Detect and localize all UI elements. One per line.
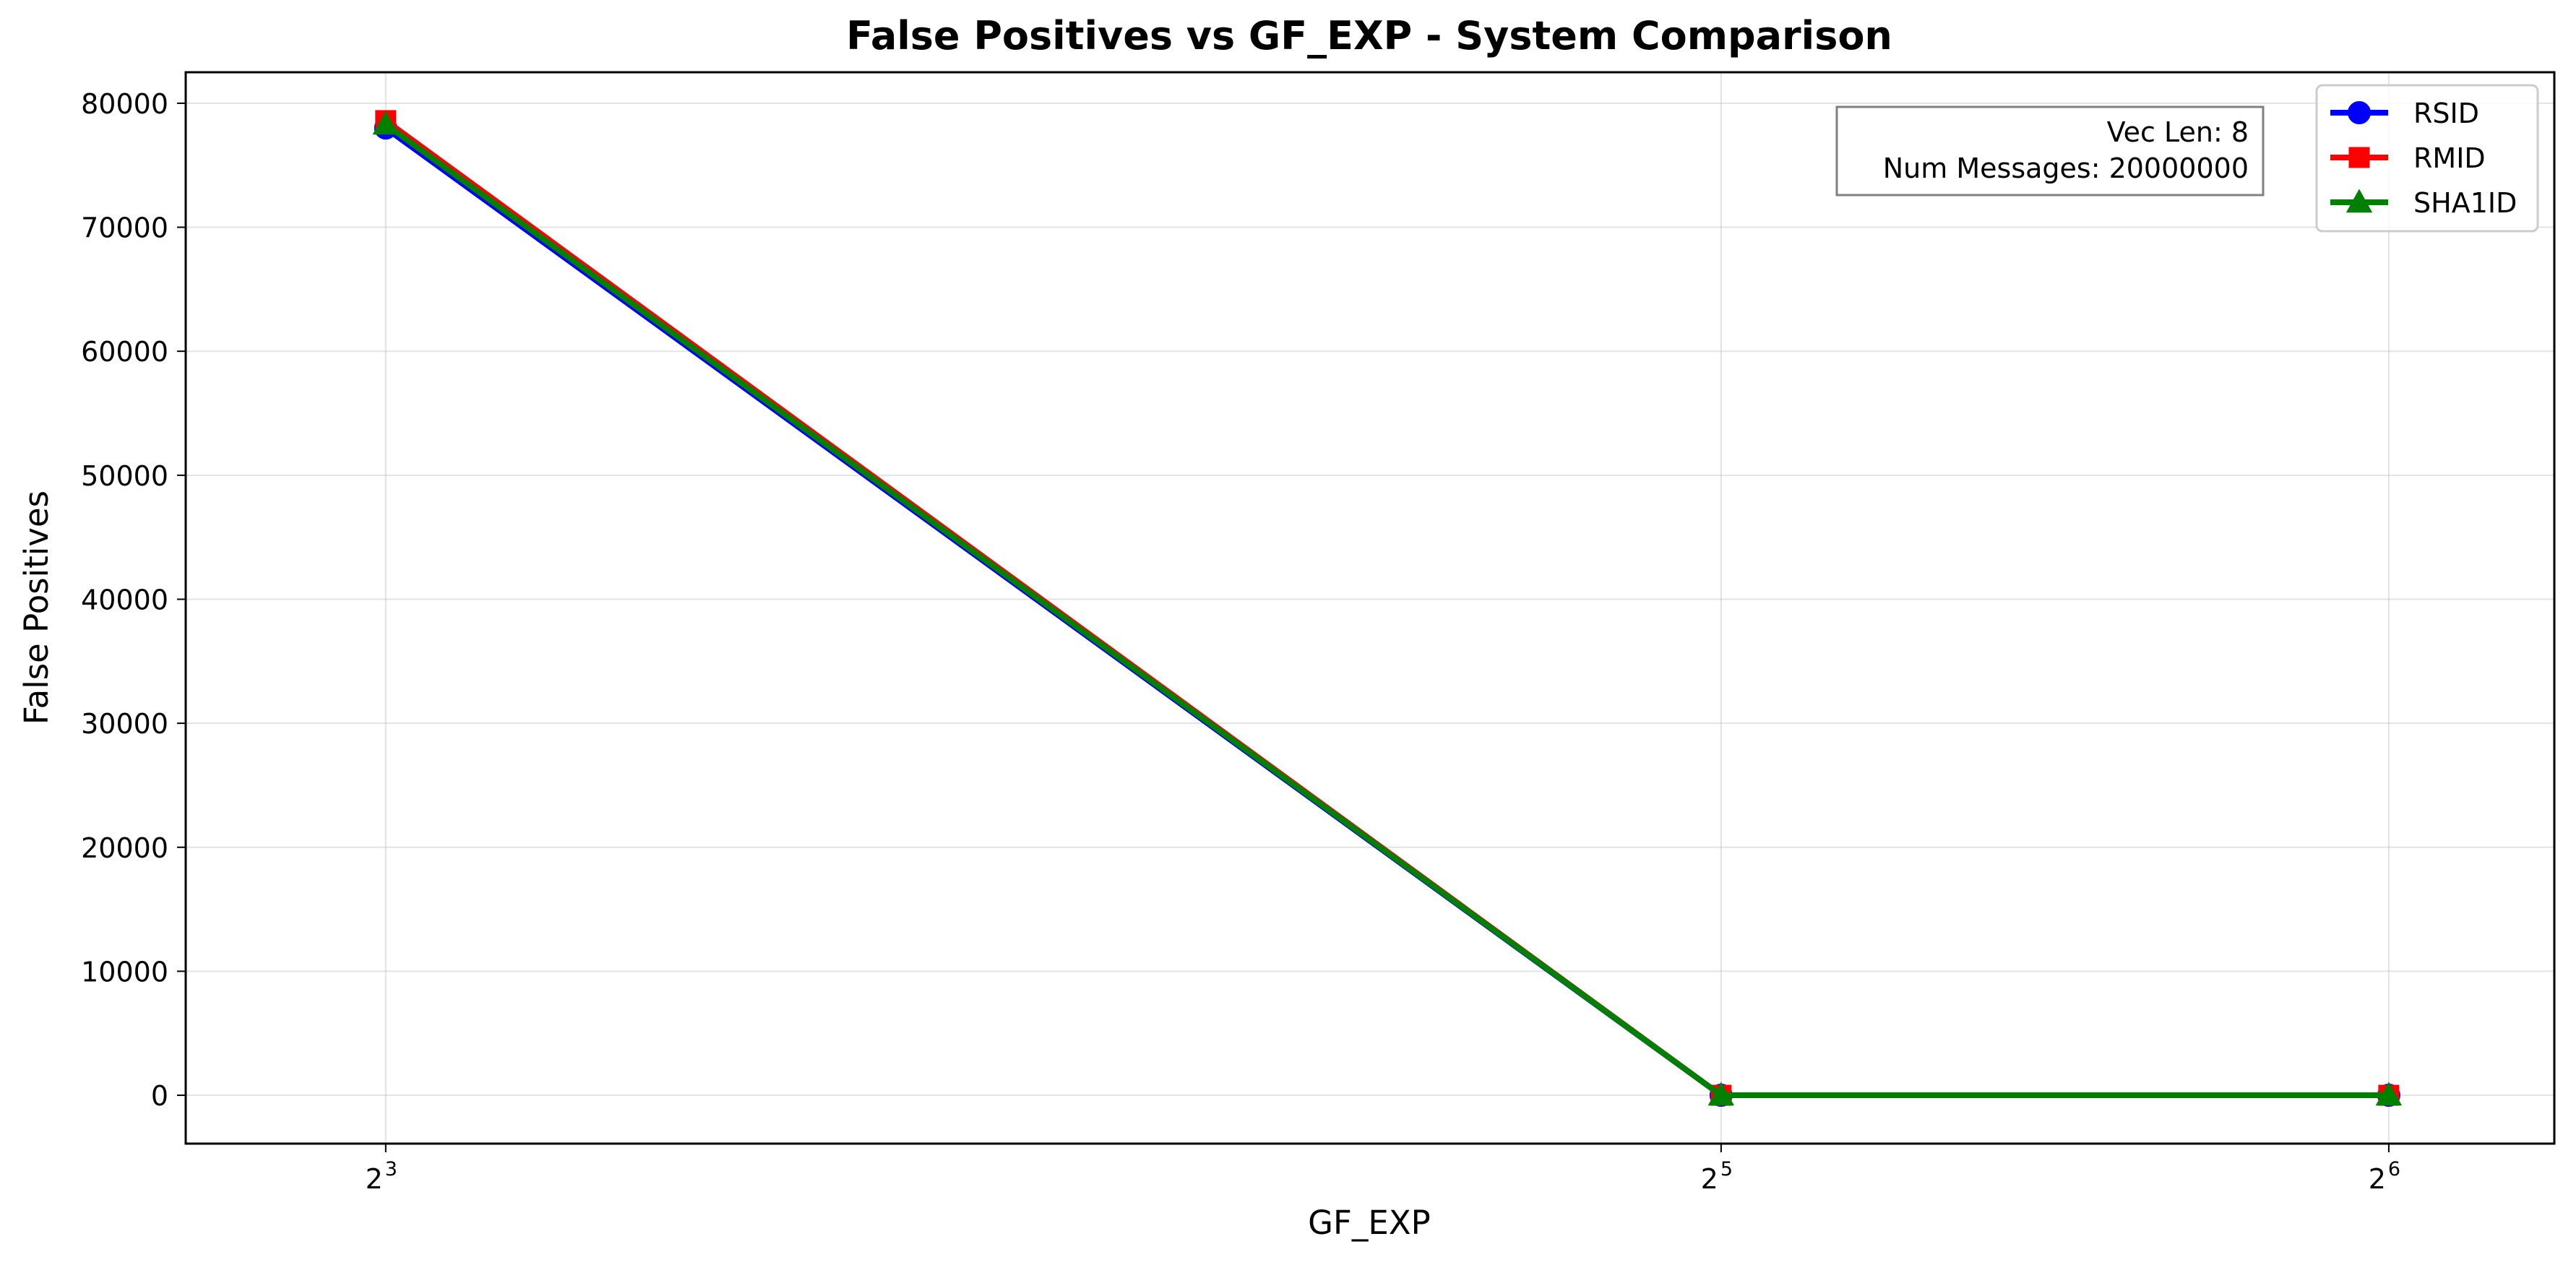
series-sha1id — [372, 111, 2403, 1106]
data-point — [1707, 1081, 1735, 1106]
y-tick-label: 60000 — [81, 336, 168, 368]
series-lines — [372, 110, 2403, 1108]
data-point — [372, 111, 400, 135]
x-axis-label: GF_EXP — [1308, 1204, 1431, 1242]
x-tick-label-exponent: 5 — [1720, 1158, 1733, 1180]
x-tick-label-base: 2 — [366, 1163, 383, 1195]
data-point — [2375, 1081, 2403, 1106]
x-tick-label-exponent: 6 — [2388, 1158, 2400, 1180]
legend-label: RMID — [2413, 142, 2486, 174]
y-tick-label: 20000 — [81, 832, 168, 864]
annotation-num-messages: Num Messages: 20000000 — [1883, 152, 2249, 184]
legend-marker — [2348, 101, 2371, 124]
annotation-box: Vec Len: 8 Num Messages: 20000000 — [1835, 105, 2265, 197]
annotation-vec-len: Vec Len: 8 — [2107, 116, 2249, 148]
x-tick-label-base: 2 — [2369, 1163, 2386, 1195]
legend-item-sha1id: SHA1ID — [2330, 187, 2517, 219]
y-axis-ticks: 0 10000 20000 30000 40000 50000 60000 70000 8000… — [81, 88, 186, 1112]
y-axis-label: False Positives — [17, 491, 56, 725]
legend-item-rmid: RMID — [2330, 142, 2486, 174]
chart-title: False Positives vs GF_EXP - System Compa… — [846, 13, 1892, 59]
x-tick-label-base: 2 — [1701, 1163, 1718, 1195]
legend: RSID RMID SHA1ID — [2315, 84, 2539, 233]
legend-item-rsid: RSID — [2330, 98, 2479, 129]
grid — [186, 72, 2554, 1144]
y-tick-label: 50000 — [81, 460, 168, 492]
y-tick-label: 40000 — [81, 584, 168, 616]
legend-marker — [2348, 147, 2370, 168]
legend-label: RSID — [2413, 98, 2479, 129]
y-tick-label: 80000 — [81, 88, 168, 120]
legend-label: SHA1ID — [2413, 187, 2517, 219]
plot-area-frame — [184, 71, 2556, 1145]
y-tick-label: 70000 — [81, 212, 168, 244]
legend-marker — [2345, 189, 2373, 213]
y-tick-label: 10000 — [81, 956, 168, 988]
y-tick-label: 30000 — [81, 708, 168, 740]
x-tick-label-exponent: 3 — [385, 1158, 397, 1180]
y-tick-label: 0 — [151, 1080, 168, 1112]
